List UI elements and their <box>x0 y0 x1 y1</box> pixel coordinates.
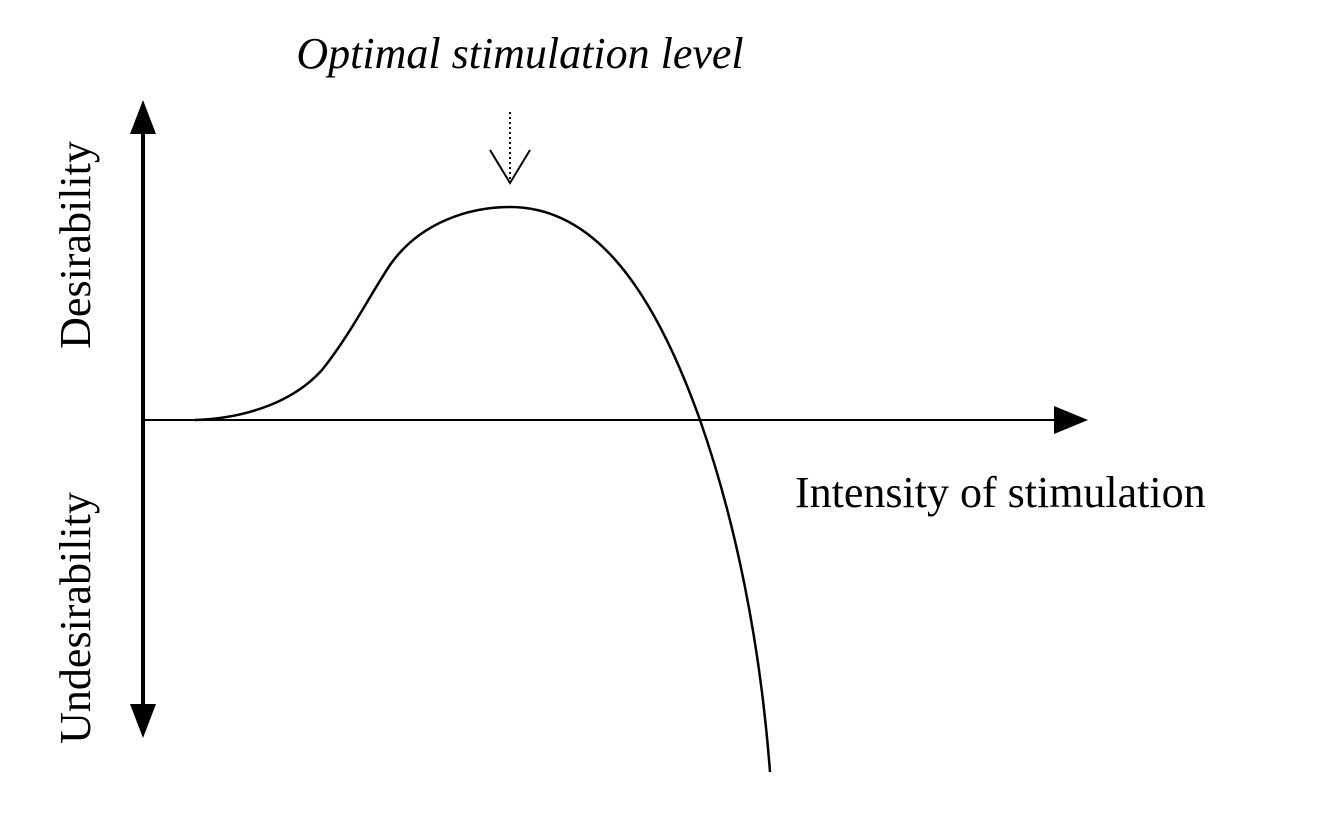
annotation: Optimal stimulation level <box>296 29 743 78</box>
curve <box>194 205 772 773</box>
x-arrow <box>1054 406 1088 434</box>
y-arrow-down <box>130 704 156 738</box>
y-arrow-up <box>130 100 156 134</box>
x-axis-label: Intensity of stimulation <box>795 468 1206 517</box>
y-top-label: Desirability <box>51 141 100 349</box>
y-bottom-label: Undesirability <box>51 492 100 744</box>
pointer-head <box>489 149 531 185</box>
